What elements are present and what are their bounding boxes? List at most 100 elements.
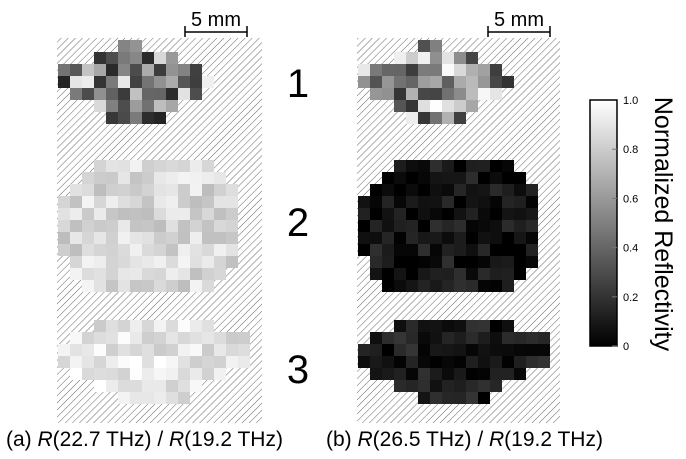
reflectivity-pixel: [166, 100, 178, 112]
reflectivity-pixel: [178, 88, 190, 100]
reflectivity-pixel: [58, 356, 70, 368]
reflectivity-pixel: [430, 196, 442, 208]
reflectivity-pixel: [94, 380, 106, 392]
reflectivity-pixel: [370, 88, 382, 100]
reflectivity-pixel: [406, 280, 418, 292]
reflectivity-pixel: [130, 232, 142, 244]
reflectivity-pixel: [226, 184, 238, 196]
reflectivity-pixel: [418, 88, 430, 100]
reflectivity-pixel: [406, 268, 418, 280]
reflectivity-pixel: [358, 76, 370, 88]
reflectivity-pixel: [430, 76, 442, 88]
reflectivity-pixel: [190, 184, 202, 196]
reflectivity-pixel: [454, 380, 466, 392]
reflectivity-pixel: [406, 52, 418, 64]
reflectivity-pixel: [466, 100, 478, 112]
reflectivity-pixel: [106, 368, 118, 380]
reflectivity-pixel: [82, 332, 94, 344]
reflectivity-pixel: [154, 392, 166, 404]
reflectivity-pixel: [238, 356, 250, 368]
sample-number-3: 3: [287, 348, 309, 392]
reflectivity-pixel: [106, 64, 118, 76]
reflectivity-pixel: [502, 184, 514, 196]
reflectivity-pixel: [142, 100, 154, 112]
reflectivity-pixel: [130, 208, 142, 220]
reflectivity-pixel: [214, 344, 226, 356]
reflectivity-pixel: [106, 172, 118, 184]
reflectivity-pixel: [502, 208, 514, 220]
reflectivity-pixel: [394, 220, 406, 232]
reflectivity-pixel: [178, 208, 190, 220]
reflectivity-pixel: [490, 172, 502, 184]
colorbar-tick-label: 0.6: [623, 193, 638, 205]
reflectivity-pixel: [202, 268, 214, 280]
reflectivity-pixel: [118, 332, 130, 344]
reflectivity-pixel: [394, 184, 406, 196]
reflectivity-pixel: [370, 368, 382, 380]
reflectivity-pixel: [418, 100, 430, 112]
reflectivity-pixel: [202, 160, 214, 172]
reflectivity-pixel: [226, 232, 238, 244]
reflectivity-pixel: [142, 380, 154, 392]
reflectivity-pixel: [202, 344, 214, 356]
reflectivity-pixel: [190, 76, 202, 88]
reflectivity-pixel: [382, 332, 394, 344]
reflectivity-pixel: [154, 64, 166, 76]
reflectivity-pixel: [394, 368, 406, 380]
reflectivity-pixel: [178, 184, 190, 196]
caption-a: (a) R(22.7 THz) / R(19.2 THz): [6, 428, 283, 451]
reflectivity-pixel: [502, 256, 514, 268]
reflectivity-pixel: [226, 344, 238, 356]
reflectivity-pixel: [526, 244, 538, 256]
reflectivity-pixel: [514, 196, 526, 208]
reflectivity-pixel: [130, 64, 142, 76]
reflectivity-pixel: [394, 76, 406, 88]
reflectivity-pixel: [478, 184, 490, 196]
reflectivity-pixel: [394, 256, 406, 268]
reflectivity-pixel: [58, 196, 70, 208]
reflectivity-pixel: [394, 160, 406, 172]
reflectivity-pixel: [478, 256, 490, 268]
reflectivity-pixel: [178, 392, 190, 404]
reflectivity-pixel: [214, 232, 226, 244]
reflectivity-pixel: [430, 280, 442, 292]
reflectivity-pixel: [166, 208, 178, 220]
reflectivity-pixel: [226, 256, 238, 268]
reflectivity-pixel: [118, 64, 130, 76]
reflectivity-pixel: [154, 184, 166, 196]
reflectivity-pixel: [70, 244, 82, 256]
reflectivity-pixel: [466, 88, 478, 100]
reflectivity-pixel: [118, 380, 130, 392]
reflectivity-pixel: [106, 208, 118, 220]
reflectivity-pixel: [130, 172, 142, 184]
reflectivity-pixel: [502, 344, 514, 356]
reflectivity-pixel: [94, 356, 106, 368]
reflectivity-pixel: [142, 208, 154, 220]
reflectivity-pixel: [466, 268, 478, 280]
reflectivity-pixel: [418, 368, 430, 380]
reflectivity-pixel: [154, 356, 166, 368]
reflectivity-pixel: [514, 184, 526, 196]
reflectivity-pixel: [178, 172, 190, 184]
reflectivity-pixel: [202, 172, 214, 184]
sample-number-1: 1: [287, 62, 309, 106]
reflectivity-pixel: [466, 320, 478, 332]
reflectivity-pixel: [190, 280, 202, 292]
colorbar-tick-label: 0.2: [623, 292, 638, 304]
reflectivity-pixel: [442, 184, 454, 196]
reflectivity-pixel: [370, 196, 382, 208]
reflectivity-pixel: [70, 344, 82, 356]
reflectivity-pixel: [190, 64, 202, 76]
reflectivity-pixel: [442, 196, 454, 208]
reflectivity-pixel: [526, 356, 538, 368]
reflectivity-pixel: [142, 256, 154, 268]
reflectivity-pixel: [190, 196, 202, 208]
reflectivity-pixel: [382, 76, 394, 88]
reflectivity-pixel: [154, 172, 166, 184]
reflectivity-pixel: [490, 64, 502, 76]
reflectivity-pixel: [382, 64, 394, 76]
reflectivity-pixel: [94, 160, 106, 172]
reflectivity-pixel: [94, 320, 106, 332]
reflectivity-pixel: [154, 100, 166, 112]
reflectivity-pixel: [178, 268, 190, 280]
